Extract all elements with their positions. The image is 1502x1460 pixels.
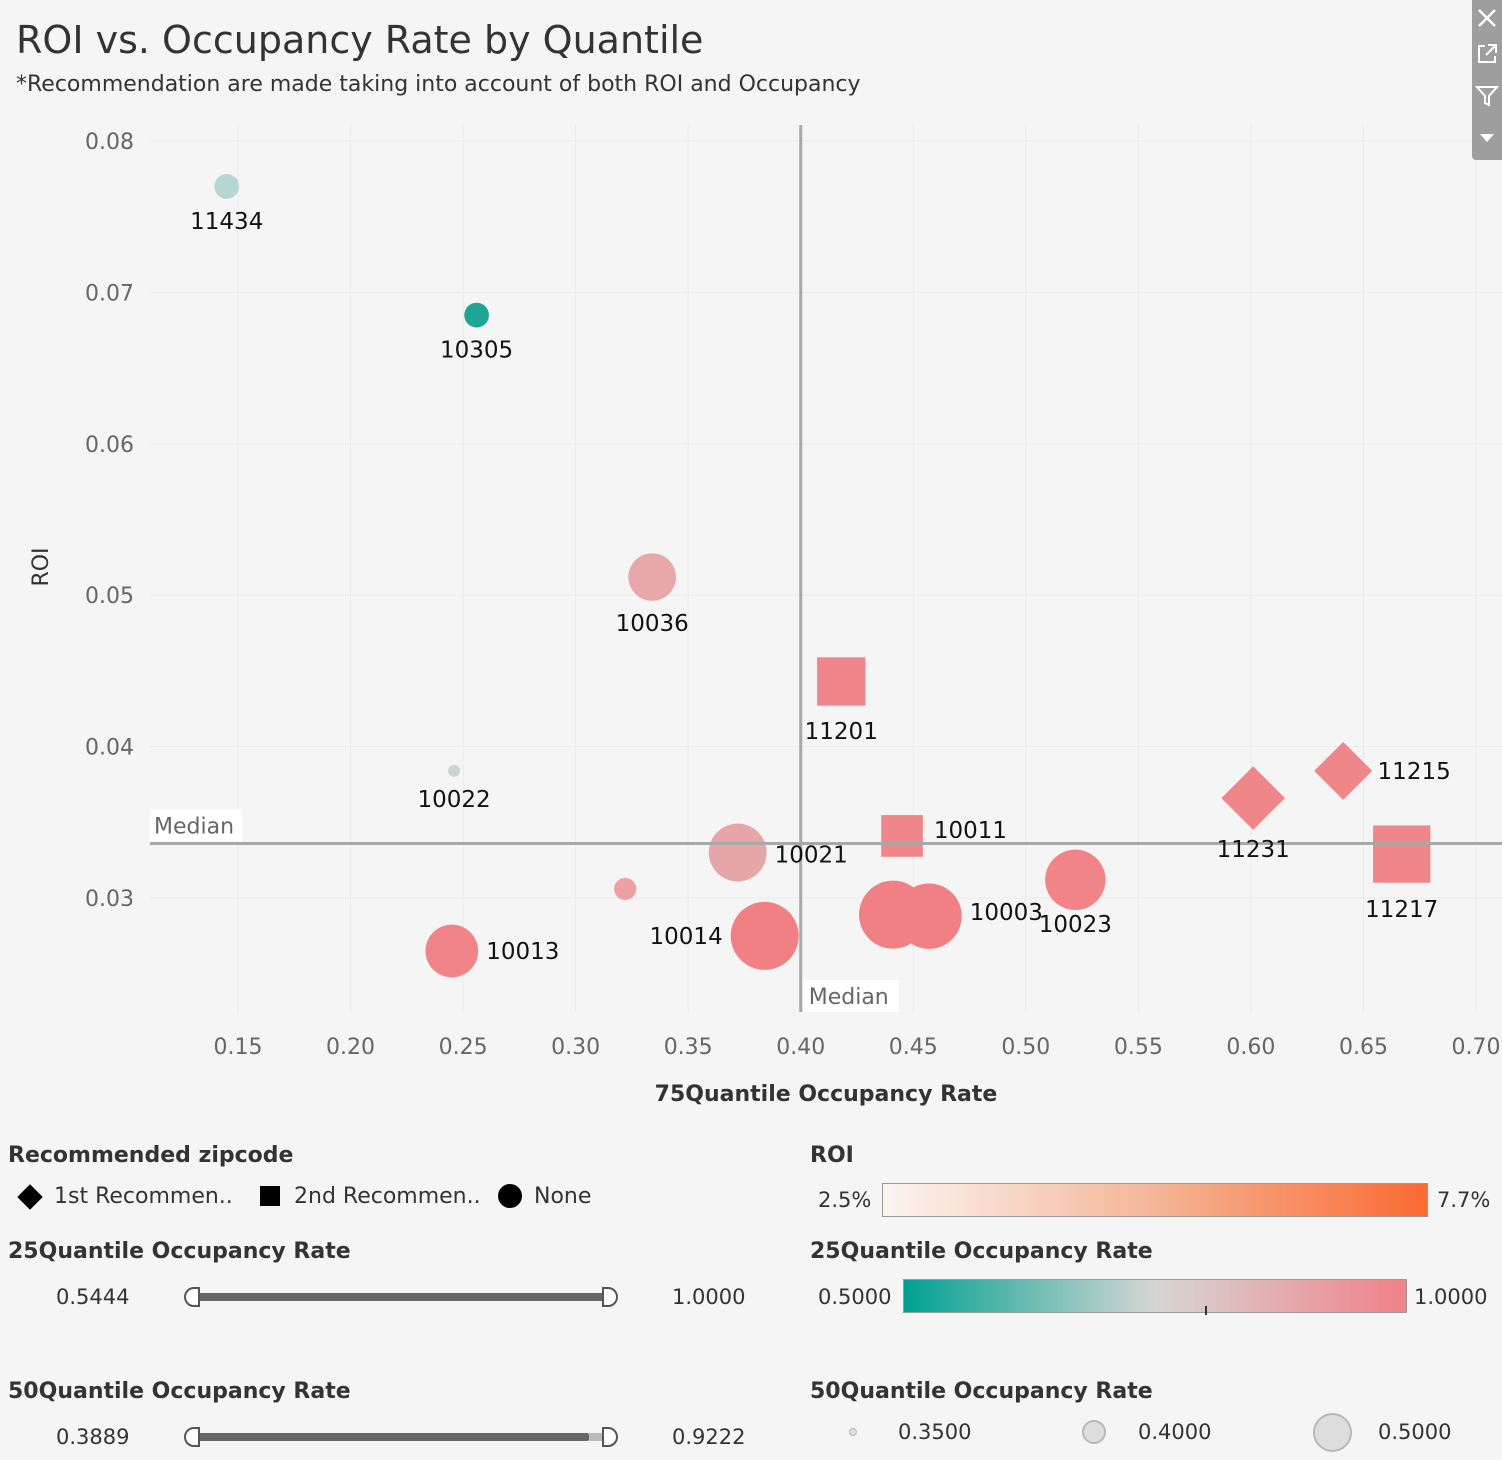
x-tick-label: 0.60 — [1226, 1035, 1275, 1060]
point-label: 10013 — [486, 939, 559, 965]
point-label: 10011 — [934, 818, 1007, 844]
y-tick-label: 0.04 — [85, 736, 134, 761]
data-point[interactable] — [1221, 766, 1285, 830]
q50-slider-track[interactable] — [192, 1433, 590, 1441]
point-label: 11201 — [805, 719, 878, 745]
q25-filter-title: 25Quantile Occupancy Rate — [8, 1239, 351, 1264]
point-label: 10023 — [1039, 912, 1112, 938]
point-label: 10022 — [418, 787, 491, 813]
size-legend-item-1: 0.3500 — [898, 1420, 972, 1444]
size-dot-small — [849, 1428, 857, 1436]
y-tick-label: 0.05 — [85, 584, 134, 609]
data-point[interactable] — [425, 924, 479, 978]
q50-filter-title: 50Quantile Occupancy Rate — [8, 1379, 351, 1404]
data-point[interactable] — [881, 815, 923, 857]
y-tick-label: 0.06 — [85, 433, 134, 458]
point-label: 11231 — [1217, 837, 1290, 863]
data-point[interactable] — [896, 883, 962, 949]
q25-slider-track[interactable] — [192, 1293, 610, 1301]
data-point[interactable] — [730, 901, 799, 970]
x-tick-label: 0.15 — [214, 1035, 263, 1060]
y-median-label-bg — [150, 809, 242, 842]
x-tick-label: 0.70 — [1452, 1035, 1501, 1060]
point-label: 11217 — [1365, 897, 1438, 923]
shape-legend-title: Recommended zipcode — [8, 1143, 294, 1168]
x-tick-label: 0.55 — [1114, 1035, 1163, 1060]
point-label: 11215 — [1378, 759, 1451, 785]
roi-color-ramp — [882, 1183, 1428, 1217]
q25-filter-max[interactable]: 1.0000 — [672, 1285, 746, 1309]
chart-title: ROI vs. Occupancy Rate by Quantile — [16, 18, 704, 62]
viz-toolbar — [1472, 0, 1502, 160]
point-label: 10305 — [440, 337, 513, 363]
data-point[interactable] — [1373, 825, 1431, 883]
q25-slider-min-handle[interactable] — [184, 1287, 200, 1307]
q50-slider-rest — [589, 1433, 610, 1441]
data-point[interactable] — [817, 657, 866, 706]
q25-filter-min[interactable]: 0.5444 — [56, 1285, 130, 1309]
data-point[interactable] — [708, 823, 767, 882]
x-tick-label: 0.20 — [326, 1035, 375, 1060]
legend-item-1st[interactable]: 1st Recommen.. — [54, 1184, 233, 1209]
filter-icon[interactable] — [1472, 78, 1502, 114]
data-point[interactable] — [614, 877, 637, 901]
point-label: 10003 — [970, 900, 1043, 926]
y-tick-label: 0.07 — [85, 281, 134, 306]
q50-slider-min-handle[interactable] — [184, 1427, 200, 1447]
x-tick-label: 0.40 — [776, 1035, 825, 1060]
circle-icon — [498, 1184, 522, 1208]
size-legend-item-3: 0.5000 — [1378, 1420, 1452, 1444]
q50-slider-max-handle[interactable] — [602, 1427, 618, 1447]
square-icon — [260, 1186, 280, 1206]
x-tick-label: 0.65 — [1339, 1035, 1388, 1060]
q25-legend-title: 25Quantile Occupancy Rate — [810, 1239, 1153, 1264]
x-tick-label: 0.45 — [889, 1035, 938, 1060]
x-median-label: Median — [809, 985, 889, 1010]
q25-slider-max-handle[interactable] — [602, 1287, 618, 1307]
popout-icon[interactable] — [1472, 36, 1502, 72]
point-label: 11434 — [190, 209, 263, 235]
y-median-label: Median — [154, 814, 234, 839]
legend-item-none[interactable]: None — [534, 1184, 592, 1209]
size-dot-large — [1313, 1413, 1352, 1452]
y-tick-label: 0.08 — [85, 130, 134, 155]
x-median-label-bg — [802, 980, 899, 1012]
q50-filter-min[interactable]: 0.3889 — [56, 1425, 130, 1449]
q25-ramp-marker — [1205, 1306, 1207, 1315]
data-point[interactable] — [214, 174, 240, 199]
q25-color-ramp — [903, 1279, 1407, 1313]
y-axis-title: ROI — [29, 547, 54, 586]
q50-legend-title: 50Quantile Occupancy Rate — [810, 1379, 1153, 1404]
roi-legend-min: 2.5% — [818, 1188, 872, 1212]
q25-legend-min: 0.5000 — [818, 1285, 892, 1309]
data-point[interactable] — [1045, 849, 1106, 911]
roi-legend-title: ROI — [810, 1143, 854, 1168]
x-tick-label: 0.30 — [551, 1035, 600, 1060]
diamond-icon — [17, 1184, 43, 1210]
data-point[interactable] — [628, 553, 676, 601]
scatter-chart: 0.15 0.20 0.25 0.30 0.35 0.40 0.45 0.50 0.55 0.60… — [29, 125, 1502, 1107]
x-tick-label: 0.50 — [1001, 1035, 1050, 1060]
data-point[interactable] — [464, 302, 489, 328]
chart-subtitle: *Recommendation are made taking into acc… — [16, 72, 861, 97]
point-label: 10036 — [616, 611, 689, 637]
size-dot-medium — [1082, 1420, 1106, 1444]
q50-filter-max[interactable]: 0.9222 — [672, 1425, 746, 1449]
point-label: 10014 — [650, 924, 723, 950]
data-point[interactable] — [1314, 741, 1373, 800]
chevron-down-icon[interactable] — [1472, 120, 1502, 156]
x-axis-title: 75Quantile Occupancy Rate — [655, 1082, 998, 1107]
legend-item-2nd[interactable]: 2nd Recommen.. — [294, 1184, 481, 1209]
size-legend-item-2: 0.4000 — [1138, 1420, 1212, 1444]
point-label: 10021 — [775, 843, 848, 869]
x-tick-label: 0.25 — [439, 1035, 488, 1060]
x-tick-label: 0.35 — [664, 1035, 713, 1060]
y-tick-label: 0.03 — [85, 887, 134, 912]
close-icon[interactable] — [1472, 0, 1502, 36]
roi-legend-max: 7.7% — [1437, 1188, 1491, 1212]
q25-legend-max: 1.0000 — [1414, 1285, 1488, 1309]
data-point[interactable] — [448, 764, 461, 777]
